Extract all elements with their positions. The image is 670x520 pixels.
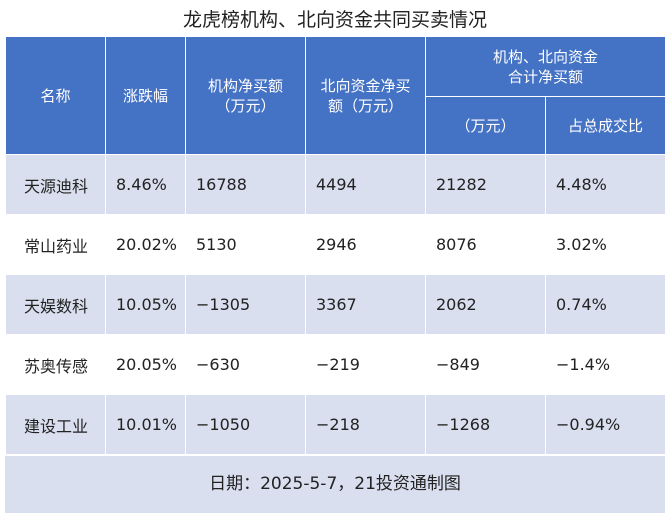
cell-inst: −1050 [185,394,306,455]
header-combined: 机构、北向资金 合计净买额 [424,36,667,97]
cell-north: −219 [305,334,426,395]
cell-ratio: 3.02% [544,214,667,275]
cell-total: 21282 [425,154,546,215]
cell-ratio: −1.4% [544,334,667,395]
header-name: 名称 [5,36,106,155]
table-row: 苏奥传感 20.05% −630 −219 −849 −1.4% [5,334,667,395]
cell-name: 苏奥传感 [5,334,106,395]
data-table: 名称 涨跌幅 机构净买额 （万元） 北向资金净买 额（万元） 机构、北向资金 合… [5,36,667,455]
header-inst-net-buy: 机构净买额 （万元） [185,36,306,155]
cell-total: 8076 [425,214,546,275]
table-row: 天源迪科 8.46% 16788 4494 21282 4.48% [5,154,667,215]
cell-ratio: 0.74% [544,274,667,335]
header-north-line2: 额（万元） [327,96,403,115]
page-title: 龙虎榜机构、北向资金共同买卖情况 [182,9,487,31]
cell-inst: −630 [185,334,306,395]
cell-north: 2946 [305,214,426,275]
header-inst-line2: （万元） [215,96,276,115]
cell-name: 天娱数科 [5,274,106,335]
cell-change: 20.02% [105,214,186,275]
cell-total: −1268 [425,394,546,455]
cell-inst: 16788 [185,154,306,215]
cell-inst: 5130 [185,214,306,275]
cell-ratio: −0.94% [544,394,667,455]
table-row: 常山药业 20.02% 5130 2946 8076 3.02% [5,214,667,275]
cell-change: 8.46% [105,154,186,215]
header-change: 涨跌幅 [105,36,186,155]
cell-name: 常山药业 [5,214,106,275]
header-combined-amount: （万元） [425,96,546,155]
header-combined-line1: 机构、北向资金 [493,47,599,66]
cell-name: 天源迪科 [5,154,106,215]
cell-change: 10.01% [105,394,186,455]
table-row: 天娱数科 10.05% −1305 3367 2062 0.74% [5,274,667,335]
header-combined-line2: 合计净买额 [508,67,584,86]
header-inst-line1: 机构净买额 [207,76,283,95]
header-north-net-buy: 北向资金净买 额（万元） [305,36,426,155]
cell-change: 10.05% [105,274,186,335]
cell-ratio: 4.48% [544,154,667,215]
cell-inst: −1305 [185,274,306,335]
cell-total: 2062 [425,274,546,335]
cell-total: −849 [425,334,546,395]
cell-north: 3367 [305,274,426,335]
cell-north: −218 [305,394,426,455]
cell-change: 20.05% [105,334,186,395]
cell-north: 4494 [305,154,426,215]
footer-caption: 日期：2025-5-7，21投资通制图 [5,456,665,513]
header-combined-ratio: 占总成交比 [544,96,667,155]
header-north-line1: 北向资金净买 [320,76,411,95]
table-row: 建设工业 10.01% −1050 −218 −1268 −0.94% [5,394,667,455]
cell-name: 建设工业 [5,394,106,455]
